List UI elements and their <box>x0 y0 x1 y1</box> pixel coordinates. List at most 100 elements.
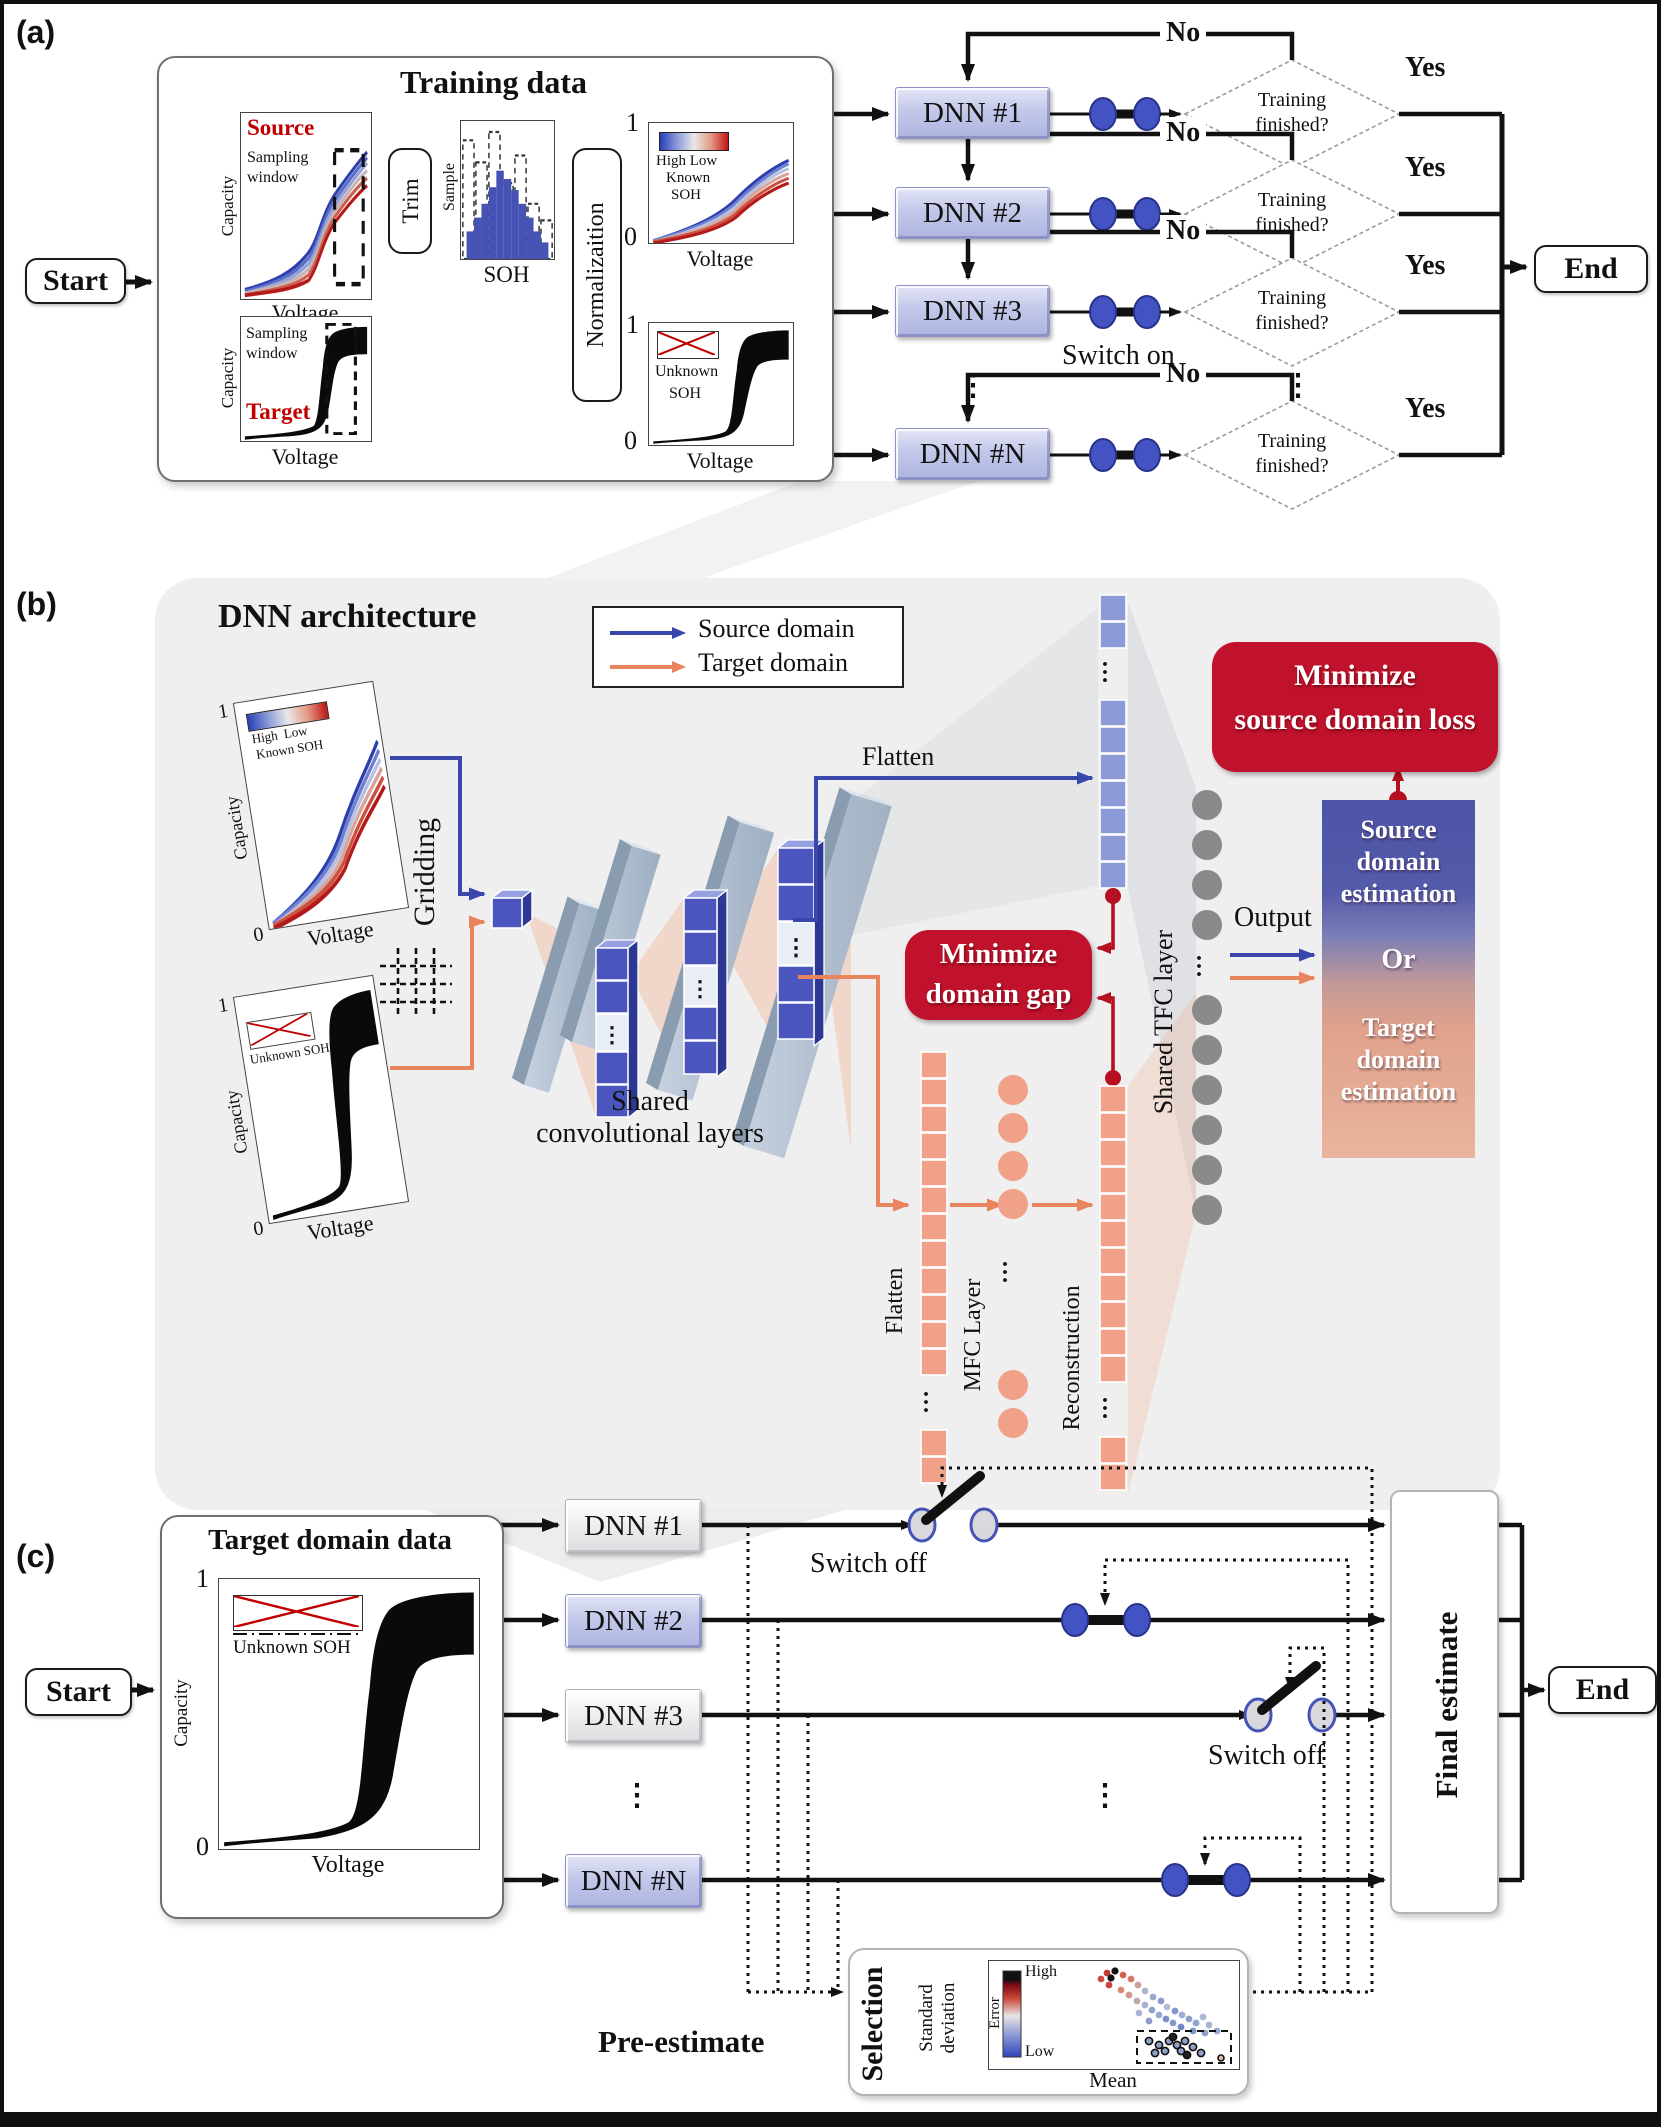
selection-title: Selection <box>856 1966 889 2082</box>
svg-text:⋮: ⋮ <box>601 1022 623 1047</box>
estimation-box: Source domain estimation Or Target domai… <box>1322 800 1475 1158</box>
selection-box: Selection Standard deviation <box>848 1948 1249 2096</box>
scatter-points <box>1097 1967 1221 2037</box>
switch-on-n <box>1161 1863 1251 1897</box>
unknown-soh-icon-a <box>657 331 719 359</box>
svg-text:…: … <box>1097 1396 1123 1420</box>
norm-source-plot: High Low Known SOH <box>648 122 794 244</box>
flatten-vector-source <box>1099 594 1127 889</box>
soh-colorbar-a <box>659 132 729 151</box>
sampling-window-label-1a: Sampling <box>247 149 309 166</box>
source-domain-tag: Source <box>247 115 315 140</box>
end-node-a: End <box>1534 245 1648 293</box>
switch-off-3 <box>1243 1661 1337 1733</box>
panel-a-flow-rows <box>830 107 890 462</box>
c-target-plot: Unknown SOH <box>218 1578 480 1850</box>
reconstruction-vector <box>1099 1085 1127 1491</box>
shared-tfc-label: Shared TFC layer <box>1149 929 1178 1115</box>
switch-off-label-2: Switch off <box>1208 1740 1325 1771</box>
hist-xlabel: SOH <box>483 262 530 287</box>
b-src-tick0: 0 <box>251 923 266 947</box>
vdots-a-right: ⋮ <box>1283 369 1313 402</box>
norm-target-xlabel: Voltage <box>686 448 754 473</box>
minimize-source-loss-box: Minimize source domain loss <box>1212 642 1498 772</box>
selection-feedback-dotted <box>937 1466 1374 1994</box>
source-plot-ylabel: Capacity <box>218 175 237 237</box>
dnn-box-a-n: DNN #N <box>895 428 1050 480</box>
no-label-2: No <box>1160 117 1207 149</box>
dnn-box-a-3: DNN #3 <box>895 285 1050 337</box>
c-unknown-soh-label: Unknown SOH <box>233 1637 351 1658</box>
panel-b-background <box>155 578 1500 1510</box>
flatten-top-label: Flatten <box>862 742 935 771</box>
flatten-bottom-label: Flatten <box>882 1267 908 1335</box>
norm-source-xlabel: Voltage <box>686 246 754 271</box>
target-plot-ylabel: Capacity <box>218 347 237 409</box>
legend-source-label: Source domain <box>698 614 855 643</box>
selected-points <box>1144 2032 1225 2062</box>
yes-label-3: Yes <box>1405 250 1446 281</box>
sampling-window-label-2a: Sampling <box>246 325 308 342</box>
domain-gap-connectors <box>1096 896 1115 1078</box>
dnn-architecture-title: DNN architecture <box>218 598 477 635</box>
svg-text:…: … <box>918 1390 944 1414</box>
gridding-label: Gridding <box>408 817 441 927</box>
tfc-beams <box>852 602 1196 1494</box>
panel-b-label: (b) <box>16 586 57 622</box>
source-plot-b: 1 0 Capacity High Low Known SOH Voltage <box>209 676 416 961</box>
trim-box: Trim <box>388 148 432 254</box>
soh-histogram <box>460 120 555 261</box>
switch-off-label-1: Switch off <box>810 1548 927 1579</box>
final-estimate-label: Final estimate <box>1429 1611 1464 1799</box>
pre-estimate-dotted <box>746 1525 844 1997</box>
b-tgt-tick0: 0 <box>251 1217 266 1241</box>
diamond-text-1: Training finished? <box>1255 89 1329 136</box>
sampling-window-label-1b: window <box>247 169 299 186</box>
switch-on-label: Switch on <box>1062 340 1175 371</box>
training-data-title: Training data <box>400 64 587 100</box>
panel-b-graphics: ⋮ ⋮ ⋮ <box>380 594 1407 1494</box>
source-curves <box>244 147 368 298</box>
norm-source-tick0: 0 <box>624 222 637 251</box>
cb-high-low: High Low <box>656 153 718 169</box>
dnn-box-c-n: DNN #N <box>565 1854 702 1908</box>
dnn-box-c-2: DNN #2 <box>565 1594 702 1648</box>
diamond-text-n: Training finished? <box>1255 430 1329 477</box>
minimize-domain-gap-box: Minimize domain gap <box>905 930 1092 1020</box>
target-plot-xlabel: Voltage <box>271 444 339 469</box>
dnn-box-a-2: DNN #2 <box>895 187 1050 239</box>
error-low-label: Low <box>1025 2043 1055 2060</box>
norm-target-tick0: 0 <box>624 426 637 455</box>
panel-a-label: (a) <box>16 14 56 50</box>
diamond-text-2: Training finished? <box>1255 189 1329 236</box>
target-plot-a: Sampling window Target <box>240 316 372 442</box>
no-label-1: No <box>1160 17 1207 49</box>
c-plot-ylabel: Capacity <box>171 1679 192 1747</box>
panel-c-label: (c) <box>16 1538 56 1574</box>
vdots-c-left: ⋮ <box>622 1779 652 1812</box>
source-plot-a: Source Sampling window <box>240 112 372 300</box>
start-node-c: Start <box>25 1668 132 1716</box>
target-domain-data-title: Target domain data <box>208 1524 452 1556</box>
switch-on-2 <box>1061 1603 1151 1637</box>
conv-cubes: ⋮ ⋮ ⋮ <box>490 838 826 1120</box>
zoom-funnel-a-to-b <box>545 481 978 579</box>
dnn-box-c-3: DNN #3 <box>565 1689 702 1743</box>
c-plot-tick1: 1 <box>196 1564 209 1593</box>
yes-label-2: Yes <box>1405 152 1446 183</box>
panel-c-graphics <box>128 1466 1546 1997</box>
start-node-a: Start <box>25 258 126 304</box>
flatten-vector-target <box>920 1051 948 1484</box>
svg-text:⋮: ⋮ <box>689 976 711 1001</box>
dnn-box-a-1: DNN #1 <box>895 87 1050 139</box>
selection-ylabel-2: deviation <box>938 1982 959 2054</box>
selection-ylabel-1: Standard <box>916 1984 937 2052</box>
switch-off-1 <box>907 1471 999 1543</box>
reconstruction-label: Reconstruction <box>1059 1285 1085 1431</box>
error-high-label: High <box>1025 1963 1057 1980</box>
no-label-n: No <box>1160 358 1207 390</box>
legend-target-label: Target domain <box>698 648 849 677</box>
normalization-label: Normalizaition <box>583 202 609 348</box>
